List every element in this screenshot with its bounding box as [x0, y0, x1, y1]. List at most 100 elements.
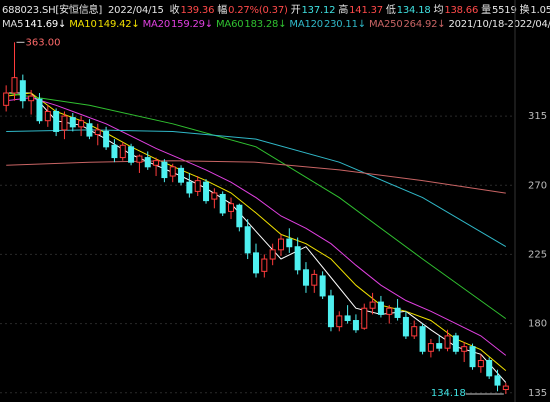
quote-label: 换 — [519, 5, 530, 16]
candle-body — [327, 295, 334, 328]
quote-value: 137.12 — [301, 5, 336, 16]
candle-body — [111, 144, 118, 159]
candle-body — [261, 258, 268, 272]
candle-body — [461, 346, 468, 352]
candle-body — [236, 204, 243, 228]
ma-name: MA60 — [216, 19, 244, 30]
candle-body — [169, 166, 176, 177]
candle-body — [211, 192, 218, 200]
candle-body — [161, 161, 168, 179]
y-tick-label: 180 — [528, 319, 547, 330]
y-tick-label: 225 — [528, 249, 547, 260]
candle-body — [469, 346, 476, 368]
candle-body — [411, 326, 418, 337]
quote-date: 2022/04/15 — [108, 5, 164, 16]
quote-label: 幅 — [217, 5, 228, 16]
candle-body — [277, 238, 284, 251]
ma-name: MA250 — [368, 19, 403, 30]
quote-value: 138.66 — [444, 5, 479, 16]
ma-value: 149.42↓ — [97, 19, 140, 30]
candle-body — [11, 77, 18, 94]
candle-body — [311, 273, 318, 286]
candle-body — [394, 307, 401, 318]
date-range: 2021/10/18-2022/04/15(122日) — [448, 19, 550, 30]
candle-body — [219, 193, 226, 214]
candle-body — [361, 307, 368, 329]
candle-body — [427, 343, 434, 352]
candle-body — [502, 385, 509, 391]
candle-body — [28, 95, 35, 102]
candle-body — [452, 335, 459, 352]
ma-name: MA120 — [289, 19, 323, 30]
stock-code: 688023.SH[安恒信息] — [2, 5, 103, 16]
candle-body — [136, 155, 143, 163]
candle-body — [402, 316, 409, 337]
quote-value: 139.36 — [180, 5, 215, 16]
candle-body — [44, 110, 51, 122]
candle-body — [269, 249, 276, 260]
candle-body — [253, 252, 259, 274]
candle-body — [419, 326, 426, 352]
candle-body — [444, 335, 451, 349]
candle-body — [78, 120, 85, 128]
candle-body — [36, 98, 43, 122]
candle-body — [178, 167, 185, 183]
quote-label: 收 — [169, 5, 180, 16]
quote-value: 5519 — [491, 5, 517, 16]
ma-value: 159.29↓ — [171, 19, 213, 30]
quote-label: 低 — [385, 5, 396, 16]
ma-value: 264.92↓ — [403, 19, 446, 30]
candle-body — [369, 301, 376, 309]
ma-line — [6, 160, 506, 194]
candle-body — [3, 92, 10, 106]
candle-body — [477, 359, 484, 368]
high-label: 363.00 — [25, 37, 60, 48]
quote-label: 高 — [338, 5, 349, 16]
ma-value: 183.28↓ — [244, 19, 287, 30]
candle-body — [294, 246, 301, 271]
candle-body — [377, 301, 384, 315]
ma-name: MA5 — [2, 19, 24, 30]
candle-body — [486, 359, 493, 377]
low-label: 134.18 — [431, 388, 466, 399]
candle-body — [436, 343, 443, 349]
candle-body — [203, 181, 210, 202]
candle-body — [119, 144, 126, 159]
candle-body — [103, 130, 110, 148]
quote-value: 1.05% — [530, 5, 550, 16]
quote-label: 量 — [481, 5, 491, 16]
candle-body — [186, 181, 193, 194]
candle-body — [153, 160, 160, 166]
quote-value: 141.37 — [349, 5, 383, 16]
ma-value: 141.69↓ — [24, 19, 67, 30]
candle-body — [386, 307, 393, 315]
candle-body — [336, 315, 343, 328]
quote-bar: 688023.SH[安恒信息] 2022/04/15 收139.36 幅0.27%… — [2, 1, 550, 16]
candle-body — [94, 129, 101, 136]
candle-body — [319, 275, 326, 297]
candle-body — [86, 123, 93, 137]
candle-body — [244, 226, 251, 254]
ma-bar: MA5141.69↓ MA10149.42↓ MA20159.29↓ MA60183.… — [2, 15, 550, 30]
candle-body — [69, 117, 76, 128]
candle-body — [53, 110, 60, 132]
candle-body — [19, 80, 26, 102]
candle-body — [128, 146, 135, 163]
candle-body — [352, 320, 359, 331]
candle-body — [344, 315, 351, 322]
ma-name: MA10 — [69, 19, 97, 30]
candle-body — [286, 238, 293, 248]
candle-body — [302, 269, 309, 286]
ma-name: MA20 — [142, 19, 171, 30]
y-tick-label: 135 — [528, 388, 547, 399]
quote-label: 开 — [290, 5, 301, 16]
candle-body — [494, 375, 501, 386]
quote-label: 均 — [433, 5, 444, 16]
ma-line — [6, 97, 507, 356]
ma-value: 230.11↓ — [323, 19, 366, 30]
ma-line — [6, 92, 507, 320]
candle-body — [61, 115, 68, 131]
candle-body — [144, 157, 151, 168]
